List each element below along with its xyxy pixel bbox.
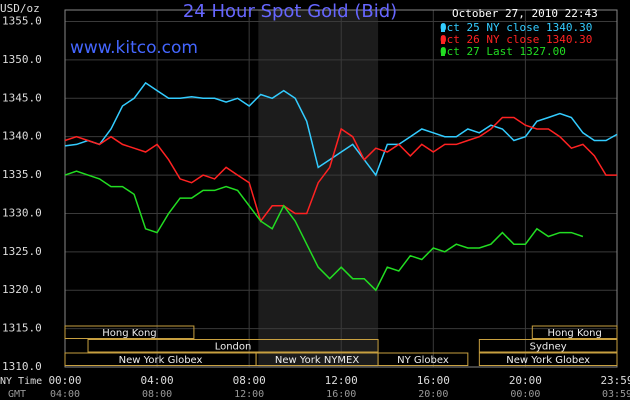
session-label: New York NYMEX [275,355,360,366]
plot: 1310.0 1315.0 1320.0 1325.0 1330.0 1335.0 1340… [2,15,630,400]
x2-tick-label: 12:00 [234,389,264,400]
y-tick-label: 1340.0 [2,130,42,143]
session-label: London [215,341,252,352]
x2-row-label: GMT [8,389,26,400]
x-tick-label: 04:00 [141,374,174,387]
session-box [478,352,618,366]
y-tick-label: 1350.0 [2,53,42,66]
legend-entry: Oct 26 NY close 1340.30 [440,33,592,46]
x2-tick-label: 08:00 [142,389,172,400]
plot-underlay [64,9,618,368]
session-label: Hong Kong [102,328,156,339]
x-tick-label: 20:00 [509,374,542,387]
y-tick-label: 1325.0 [2,245,42,258]
x-row-label: NY Time [0,376,42,387]
session-box [64,325,195,339]
series-line [64,81,618,177]
y-tick-label: 1335.0 [2,168,42,181]
series-line [64,116,617,223]
y-tick-label: 1310.0 [2,360,42,373]
x-tick-label: 00:00 [48,374,81,387]
legend-entry: Oct 27 Last 1327.00 [440,45,566,58]
y-tick-label: 1345.0 [2,91,42,104]
y-tick-label: 1355.0 [2,15,42,28]
legend-swatch [441,48,445,56]
x2-tick-label: 04:00 [50,389,80,400]
y-tick-label: 1315.0 [2,322,42,335]
x2-tick-label: 20:00 [418,389,448,400]
shaded-range [258,10,379,367]
session-label: New York Globex [119,355,203,366]
y-axis-label: USD/oz [0,2,40,15]
legend-swatch [441,24,445,32]
session-label: Hong Kong [547,328,601,339]
session-box [531,325,618,339]
y-tick-label: 1330.0 [2,206,42,219]
plot-frame [64,9,618,368]
watermark: www.kitco.com [70,38,198,58]
session-box [377,352,469,366]
series-line [64,170,584,292]
session-label: NY Globex [397,355,449,366]
timestamp: October 27, 2010 22:43 [452,7,598,20]
x2-tick-label: 00:00 [510,389,540,400]
x-tick-label: 12:00 [325,374,358,387]
chart-title: 24 Hour Spot Gold (Bid) [183,1,397,22]
x-tick-label: 16:00 [417,374,450,387]
session-label: New York Globex [506,355,590,366]
session-box [478,339,618,353]
legend-swatch [441,36,445,44]
session-box [87,339,379,353]
y-tick-label: 1320.0 [2,283,42,296]
legend-entry: Oct 25 NY close 1340.30 [440,21,592,34]
x-tick-label: 23:59 [600,374,630,387]
x2-tick-label: 16:00 [326,389,356,400]
x-tick-label: 08:00 [233,374,266,387]
session-label: Sydney [530,341,567,352]
x2-tick-label: 03:59 [602,389,630,400]
